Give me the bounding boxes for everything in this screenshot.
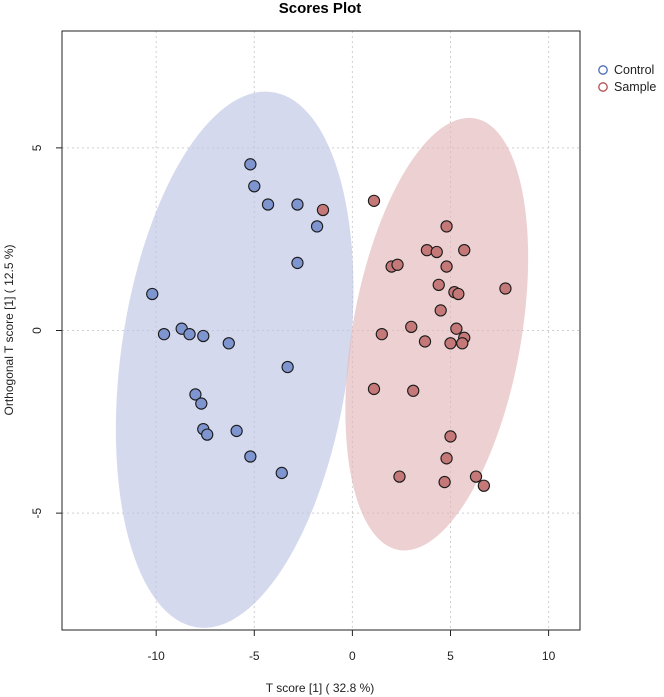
point-sample	[420, 243, 434, 257]
point-sample	[444, 430, 457, 443]
confidence-ellipses	[115, 91, 529, 628]
point-sample	[407, 384, 420, 397]
point-sample	[499, 282, 512, 295]
point-sample	[367, 194, 381, 207]
legend-marker-sample	[598, 82, 608, 92]
data-points	[146, 158, 512, 492]
point-control	[244, 158, 257, 171]
point-sample	[440, 260, 453, 273]
point-sample	[458, 243, 471, 257]
point-control	[201, 428, 214, 441]
x-axis-ticks: -10 -5 0 5 10	[148, 630, 556, 663]
x-tick-label: -5	[249, 649, 260, 663]
point-sample	[456, 337, 469, 350]
point-control	[244, 450, 257, 463]
point-control	[248, 180, 261, 193]
legend-label-control: Control	[614, 63, 654, 77]
chart-title: Scores Plot	[279, 0, 362, 17]
x-tick-label: -10	[148, 649, 166, 663]
point-control	[230, 424, 243, 438]
point-sample	[432, 278, 445, 291]
point-sample	[440, 452, 453, 465]
legend: Control Sample	[598, 63, 656, 94]
x-tick-label: 5	[447, 649, 454, 663]
point-sample	[316, 203, 330, 217]
legend-marker-control	[598, 65, 608, 75]
point-control	[197, 329, 210, 343]
ellipse-sample	[345, 117, 529, 551]
y-tick-label: 0	[30, 327, 44, 334]
point-sample	[393, 470, 406, 483]
point-control	[189, 388, 202, 401]
ellipse-control	[115, 91, 354, 628]
point-sample	[444, 337, 457, 350]
point-sample	[452, 287, 465, 301]
point-sample	[405, 320, 418, 333]
point-control	[183, 328, 196, 341]
x-axis-label: T score [1] ( 32.8 %)	[266, 681, 375, 695]
point-sample	[367, 382, 381, 396]
point-control	[157, 328, 171, 341]
point-control	[261, 198, 275, 211]
point-sample	[438, 475, 451, 489]
y-tick-label: 5	[30, 144, 44, 151]
point-control	[222, 337, 235, 350]
point-control	[310, 220, 324, 233]
point-control	[195, 397, 208, 410]
point-sample	[440, 220, 453, 233]
legend-label-sample: Sample	[614, 80, 656, 94]
point-control	[275, 466, 288, 480]
point-control	[281, 360, 294, 374]
point-sample	[418, 335, 432, 348]
point-sample	[469, 470, 483, 483]
point-sample	[434, 304, 447, 317]
point-control	[291, 256, 304, 270]
x-tick-label: 0	[349, 649, 356, 663]
point-sample	[477, 479, 491, 492]
point-sample	[430, 245, 443, 259]
point-sample	[391, 258, 404, 271]
y-axis-label: Orthogonal T score [1] ( 12.5 %)	[2, 245, 16, 416]
point-control	[146, 287, 159, 301]
x-tick-label: 10	[542, 649, 556, 663]
y-axis-ticks: -5 0 5	[30, 144, 62, 518]
point-sample	[375, 328, 388, 341]
point-sample	[450, 322, 463, 335]
y-tick-label: -5	[30, 507, 44, 518]
point-control	[291, 198, 304, 211]
